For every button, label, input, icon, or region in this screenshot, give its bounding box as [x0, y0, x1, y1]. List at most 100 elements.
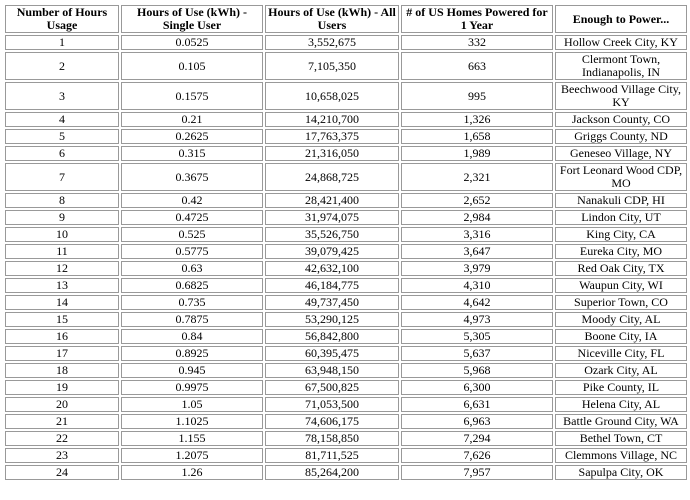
- header-cell: Hours of Use (kWh) - All Users: [265, 5, 399, 33]
- table-cell: 6,631: [401, 397, 553, 412]
- table-cell: Superior Town, CO: [555, 295, 687, 310]
- table-cell: 1.05: [121, 397, 263, 412]
- table-cell: 12: [5, 261, 119, 276]
- table-cell: 3: [5, 82, 119, 110]
- table-cell: 46,184,775: [265, 278, 399, 293]
- table-row: 13 0.6825 46,184,775 4,310 Waupun City, WI: [5, 278, 687, 293]
- table-cell: 78,158,850: [265, 431, 399, 446]
- table-cell: 0.9975: [121, 380, 263, 395]
- table-row: 20 1.05 71,053,500 6,631 Helena City, AL: [5, 397, 687, 412]
- table-cell: 21,316,050: [265, 146, 399, 161]
- header-cell: Enough to Power...: [555, 5, 687, 33]
- table-cell: 5: [5, 129, 119, 144]
- table-cell: 17: [5, 346, 119, 361]
- table-cell: 10,658,025: [265, 82, 399, 110]
- table-cell: 60,395,475: [265, 346, 399, 361]
- table-cell: 81,711,525: [265, 448, 399, 463]
- table-cell: 19: [5, 380, 119, 395]
- table-cell: Nanakuli CDP, HI: [555, 193, 687, 208]
- table-cell: 663: [401, 52, 553, 80]
- table-cell: 0.42: [121, 193, 263, 208]
- table-cell: 2,984: [401, 210, 553, 225]
- table-cell: Moody City, AL: [555, 312, 687, 327]
- table-cell: 18: [5, 363, 119, 378]
- table-cell: 1,658: [401, 129, 553, 144]
- table-row: 15 0.7875 53,290,125 4,973 Moody City, AL: [5, 312, 687, 327]
- table-cell: 28,421,400: [265, 193, 399, 208]
- table-cell: 0.735: [121, 295, 263, 310]
- table-row: 3 0.1575 10,658,025 995 Beechwood Village Ci…: [5, 82, 687, 110]
- table-row: 12 0.63 42,632,100 3,979 Red Oak City, TX: [5, 261, 687, 276]
- table-cell: 42,632,100: [265, 261, 399, 276]
- table-cell: 16: [5, 329, 119, 344]
- table-row: 17 0.8925 60,395,475 5,637 Niceville City, F…: [5, 346, 687, 361]
- table-cell: Geneseo Village, NY: [555, 146, 687, 161]
- table-cell: 20: [5, 397, 119, 412]
- table-row: 24 1.26 85,264,200 7,957 Sapulpa City, OK: [5, 465, 687, 480]
- table-cell: 53,290,125: [265, 312, 399, 327]
- table-row: 19 0.9975 67,500,825 6,300 Pike County, IL: [5, 380, 687, 395]
- table-cell: 0.6825: [121, 278, 263, 293]
- table-row: 4 0.21 14,210,700 1,326 Jackson County, CO: [5, 112, 687, 127]
- table-cell: 0.0525: [121, 35, 263, 50]
- header-cell: # of US Homes Powered for 1 Year: [401, 5, 553, 33]
- table-cell: 14: [5, 295, 119, 310]
- table-row: 11 0.5775 39,079,425 3,647 Eureka City, MO: [5, 244, 687, 259]
- table-cell: 0.7875: [121, 312, 263, 327]
- table-cell: 332: [401, 35, 553, 50]
- table-cell: 24,868,725: [265, 163, 399, 191]
- table-cell: Jackson County, CO: [555, 112, 687, 127]
- header-row: Number of Hours Usage Hours of Use (kWh) …: [5, 5, 687, 33]
- table-cell: 15: [5, 312, 119, 327]
- table-cell: Pike County, IL: [555, 380, 687, 395]
- table-cell: 7: [5, 163, 119, 191]
- table-cell: 1: [5, 35, 119, 50]
- table-row: 14 0.735 49,737,450 4,642 Superior Town, CO: [5, 295, 687, 310]
- table-cell: 8: [5, 193, 119, 208]
- table-cell: 7,957: [401, 465, 553, 480]
- table-cell: 0.63: [121, 261, 263, 276]
- table-row: 1 0.0525 3,552,675 332 Hollow Creek City, KY: [5, 35, 687, 50]
- table-cell: 1.2075: [121, 448, 263, 463]
- table-cell: 3,647: [401, 244, 553, 259]
- table-cell: 0.2625: [121, 129, 263, 144]
- table-cell: 3,552,675: [265, 35, 399, 50]
- table-cell: Eureka City, MO: [555, 244, 687, 259]
- table-cell: 1,989: [401, 146, 553, 161]
- table-cell: 14,210,700: [265, 112, 399, 127]
- table-cell: 0.105: [121, 52, 263, 80]
- table-cell: 0.21: [121, 112, 263, 127]
- table-cell: 2,652: [401, 193, 553, 208]
- table-cell: 17,763,375: [265, 129, 399, 144]
- table-cell: 0.84: [121, 329, 263, 344]
- table-cell: 4,310: [401, 278, 553, 293]
- table-cell: 7,294: [401, 431, 553, 446]
- table-cell: 74,606,175: [265, 414, 399, 429]
- table-cell: 7,626: [401, 448, 553, 463]
- table-cell: 31,974,075: [265, 210, 399, 225]
- table-cell: Battle Ground City, WA: [555, 414, 687, 429]
- table-row: 8 0.42 28,421,400 2,652 Nanakuli CDP, HI: [5, 193, 687, 208]
- table-cell: 4,642: [401, 295, 553, 310]
- table-cell: 39,079,425: [265, 244, 399, 259]
- table-cell: 56,842,800: [265, 329, 399, 344]
- table-cell: 5,968: [401, 363, 553, 378]
- table-cell: 0.3675: [121, 163, 263, 191]
- table-row: 5 0.2625 17,763,375 1,658 Griggs County, ND: [5, 129, 687, 144]
- table-cell: Fort Leonard Wood CDP, MO: [555, 163, 687, 191]
- table-cell: 0.945: [121, 363, 263, 378]
- table-cell: 6,963: [401, 414, 553, 429]
- data-table: Number of Hours Usage Hours of Use (kWh) …: [3, 3, 689, 482]
- table-cell: 0.1575: [121, 82, 263, 110]
- table-row: 23 1.2075 81,711,525 7,626 Clemmons Village,…: [5, 448, 687, 463]
- table-row: 21 1.1025 74,606,175 6,963 Battle Ground Cit…: [5, 414, 687, 429]
- table-cell: 13: [5, 278, 119, 293]
- table-cell: Lindon City, UT: [555, 210, 687, 225]
- table-cell: 7,105,350: [265, 52, 399, 80]
- table-cell: Clemmons Village, NC: [555, 448, 687, 463]
- table-cell: 0.5775: [121, 244, 263, 259]
- table-cell: 35,526,750: [265, 227, 399, 242]
- table-cell: Ozark City, AL: [555, 363, 687, 378]
- table-cell: 71,053,500: [265, 397, 399, 412]
